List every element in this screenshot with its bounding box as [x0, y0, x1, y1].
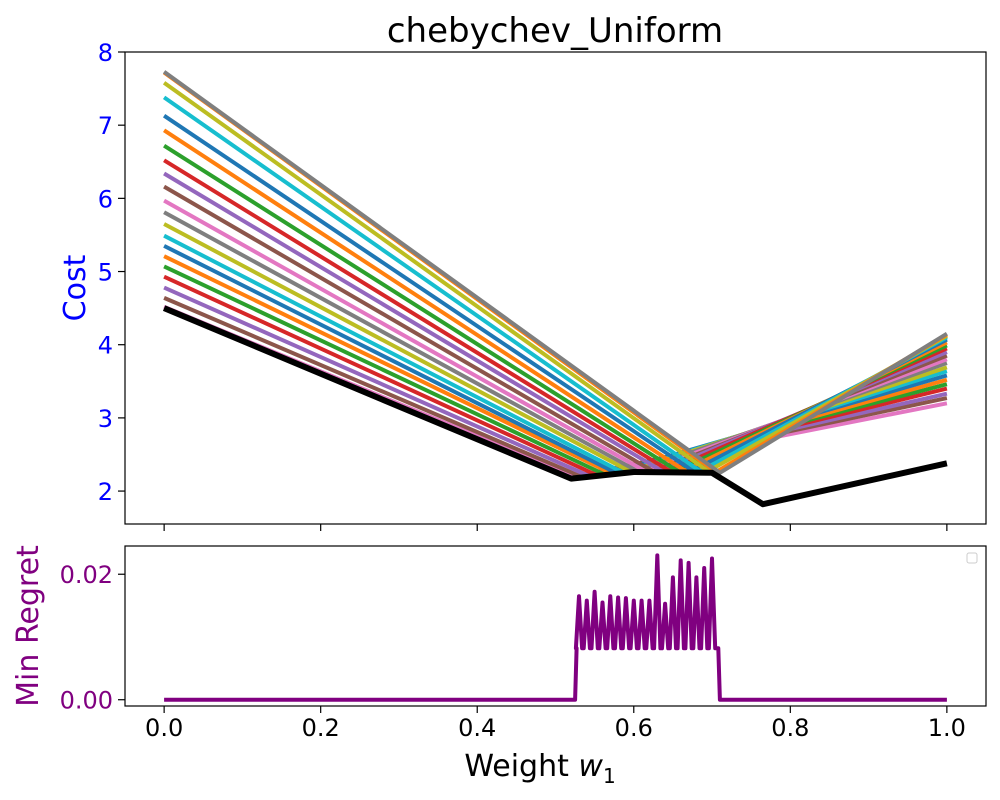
cost-y-tick-label: 6	[98, 185, 113, 213]
regret-x-ticks: 0.0 0.2 0.4 0.6 0.8 1.0	[145, 706, 966, 742]
regret-y-label: Min Regret	[11, 545, 46, 707]
cost-y-tick-label: 8	[98, 39, 113, 67]
x-tick-label: 0.2	[302, 714, 340, 742]
x-tick-label: 0.4	[458, 714, 496, 742]
x-tick-label: 1.0	[928, 714, 966, 742]
cost-y-tick-label: 5	[98, 259, 113, 287]
regret-plot: 0.00 0.02 0.0 0.2 0.4 0.6 0.8 1.0 Min Regret W…	[11, 545, 987, 788]
cost-plot: 2 3 4 5 6 7 8 Cost	[58, 39, 987, 531]
cost-y-tick-label: 4	[98, 332, 113, 360]
regret-series-group	[164, 553, 947, 702]
min-cost-envelope-line	[162, 305, 948, 508]
regret-plot-frame	[124, 545, 987, 707]
x-tick-label: 0.0	[145, 714, 183, 742]
cost-y-label: Cost	[58, 254, 93, 321]
x-tick-label: 0.8	[771, 714, 809, 742]
regret-y-tick-label: 0.02	[60, 561, 113, 589]
legend-box	[966, 552, 978, 564]
cost-y-ticks: 2 3 4 5 6 7 8	[98, 39, 125, 506]
cost-plot-frame	[124, 51, 987, 525]
regret-y-ticks: 0.00 0.02	[60, 561, 125, 715]
regret-y-tick-label: 0.00	[60, 687, 113, 715]
x-axis-label-symbol: w	[578, 749, 603, 784]
x-axis-label-subscript: 1	[603, 764, 616, 788]
cost-series-line	[162, 70, 948, 475]
x-tick-label: 0.6	[615, 714, 653, 742]
cost-x-ticks	[163, 524, 948, 531]
cost-y-tick-label: 3	[98, 405, 113, 433]
x-axis-label-text: Weight	[464, 749, 578, 784]
cost-series-group	[162, 70, 948, 508]
cost-y-tick-label: 2	[98, 478, 113, 506]
x-axis-label: Weight w1	[464, 749, 615, 788]
min-regret-line	[164, 553, 947, 702]
cost-y-tick-label: 7	[98, 112, 113, 140]
chart-title: chebychev_Uniform	[387, 11, 723, 51]
